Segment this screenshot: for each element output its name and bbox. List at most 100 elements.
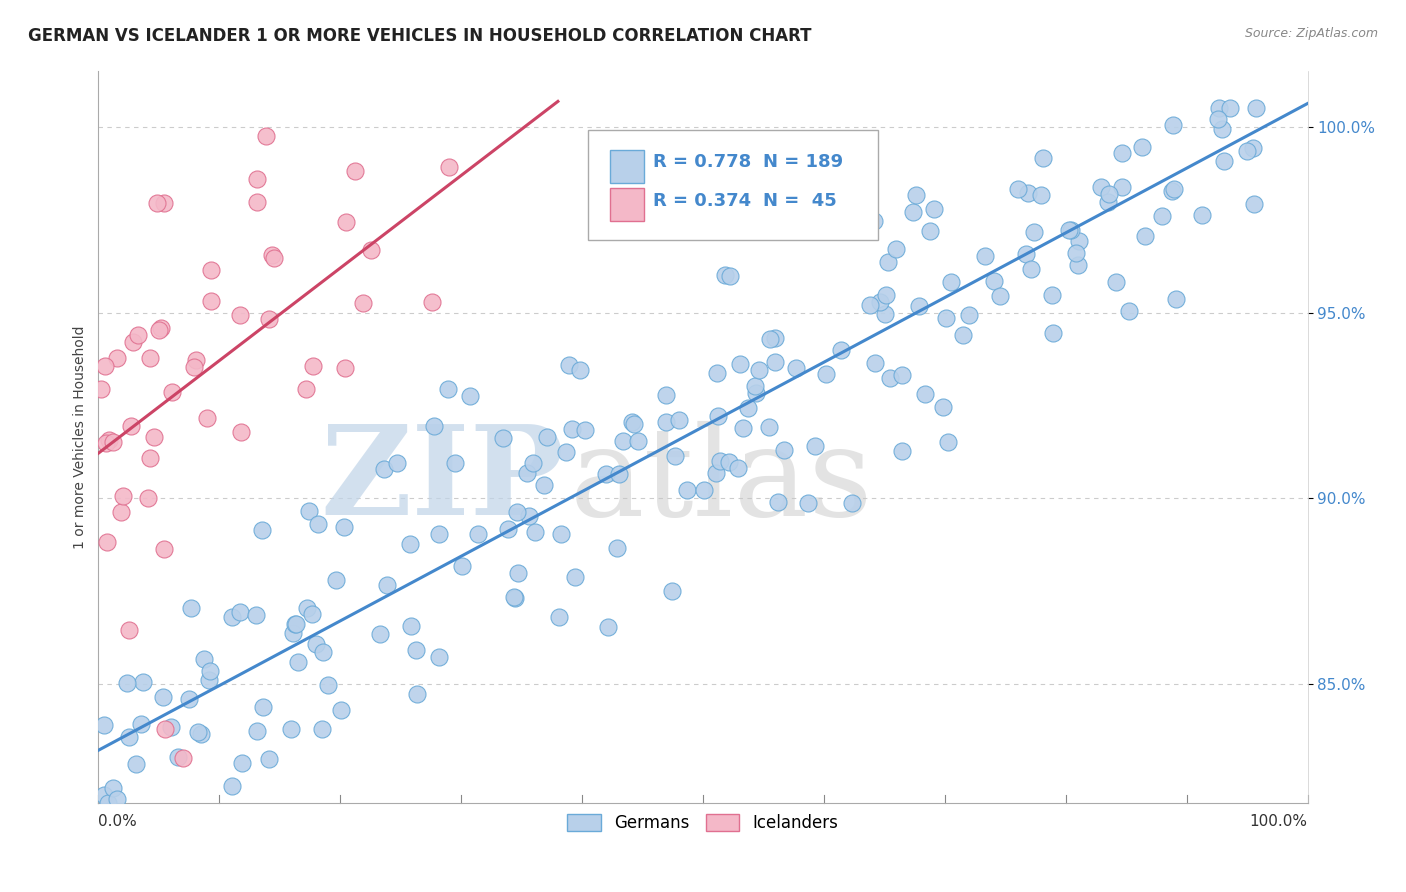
Point <box>360 244 382 258</box>
Point <box>664 450 686 464</box>
Point <box>720 268 742 283</box>
Point <box>676 483 699 498</box>
Point <box>231 756 253 770</box>
Point <box>229 308 252 322</box>
Point <box>246 172 269 186</box>
Point <box>283 617 305 632</box>
Point <box>922 202 945 217</box>
Point <box>352 295 374 310</box>
Point <box>785 360 807 375</box>
Point <box>96 534 118 549</box>
Point <box>804 439 827 453</box>
Point <box>160 806 183 821</box>
Point <box>221 780 243 794</box>
Point <box>727 461 749 475</box>
Point <box>97 433 120 447</box>
Point <box>195 410 218 425</box>
Point <box>879 371 901 385</box>
Point <box>172 751 194 765</box>
Point <box>797 496 820 510</box>
Point <box>709 453 731 467</box>
Point <box>502 590 524 604</box>
Point <box>198 665 221 679</box>
Point <box>136 491 159 505</box>
Point <box>1213 154 1236 169</box>
Point <box>533 478 555 492</box>
Point <box>668 413 690 427</box>
Point <box>297 504 319 518</box>
Point <box>143 430 166 444</box>
Point <box>717 454 740 468</box>
Point <box>766 494 789 508</box>
Point <box>1160 184 1182 198</box>
Point <box>1208 102 1230 116</box>
Point <box>536 430 558 444</box>
Point <box>1244 102 1267 116</box>
FancyBboxPatch shape <box>588 130 879 240</box>
Point <box>1059 223 1081 237</box>
Point <box>706 366 728 380</box>
Point <box>385 456 408 470</box>
Point <box>862 214 884 228</box>
Point <box>890 368 912 382</box>
Point <box>498 522 520 536</box>
Point <box>439 161 461 175</box>
Point <box>257 752 280 766</box>
Point <box>437 382 460 396</box>
Point <box>111 489 134 503</box>
Point <box>420 294 443 309</box>
Point <box>983 274 1005 288</box>
Point <box>200 294 222 309</box>
Point <box>118 624 141 638</box>
Point <box>547 610 569 624</box>
Point <box>737 401 759 416</box>
Point <box>97 796 120 810</box>
Point <box>1104 275 1126 289</box>
Text: Source: ZipAtlas.com: Source: ZipAtlas.com <box>1244 27 1378 40</box>
Point <box>183 359 205 374</box>
Point <box>623 417 645 431</box>
Point <box>153 542 176 557</box>
Text: N = 189: N = 189 <box>763 153 844 171</box>
Point <box>193 652 215 666</box>
Point <box>150 321 173 335</box>
Point <box>221 609 243 624</box>
Point <box>1150 209 1173 223</box>
Point <box>375 578 398 592</box>
Point <box>167 749 190 764</box>
Point <box>311 722 333 736</box>
Point <box>301 359 323 373</box>
Point <box>148 323 170 337</box>
Point <box>257 312 280 326</box>
Point <box>304 636 326 650</box>
Point <box>654 415 676 429</box>
Point <box>506 566 529 581</box>
Point <box>90 383 112 397</box>
Point <box>517 509 540 524</box>
Point <box>830 343 852 357</box>
Point <box>1029 187 1052 202</box>
Point <box>1118 304 1140 318</box>
Point <box>110 506 132 520</box>
Point <box>655 387 678 401</box>
Point <box>94 359 117 374</box>
Point <box>707 409 730 423</box>
Point <box>254 128 277 143</box>
Point <box>118 730 141 744</box>
Point <box>905 188 928 202</box>
Point <box>693 483 716 498</box>
Point <box>180 601 202 615</box>
Text: N =  45: N = 45 <box>763 192 837 210</box>
Point <box>1017 186 1039 200</box>
Point <box>122 334 145 349</box>
Point <box>301 607 323 622</box>
Point <box>492 431 515 445</box>
Point <box>160 384 183 399</box>
Point <box>516 466 538 480</box>
Point <box>1060 223 1083 237</box>
Point <box>568 363 591 377</box>
Point <box>117 676 139 690</box>
Point <box>93 718 115 732</box>
Point <box>744 379 766 393</box>
Point <box>1032 151 1054 165</box>
